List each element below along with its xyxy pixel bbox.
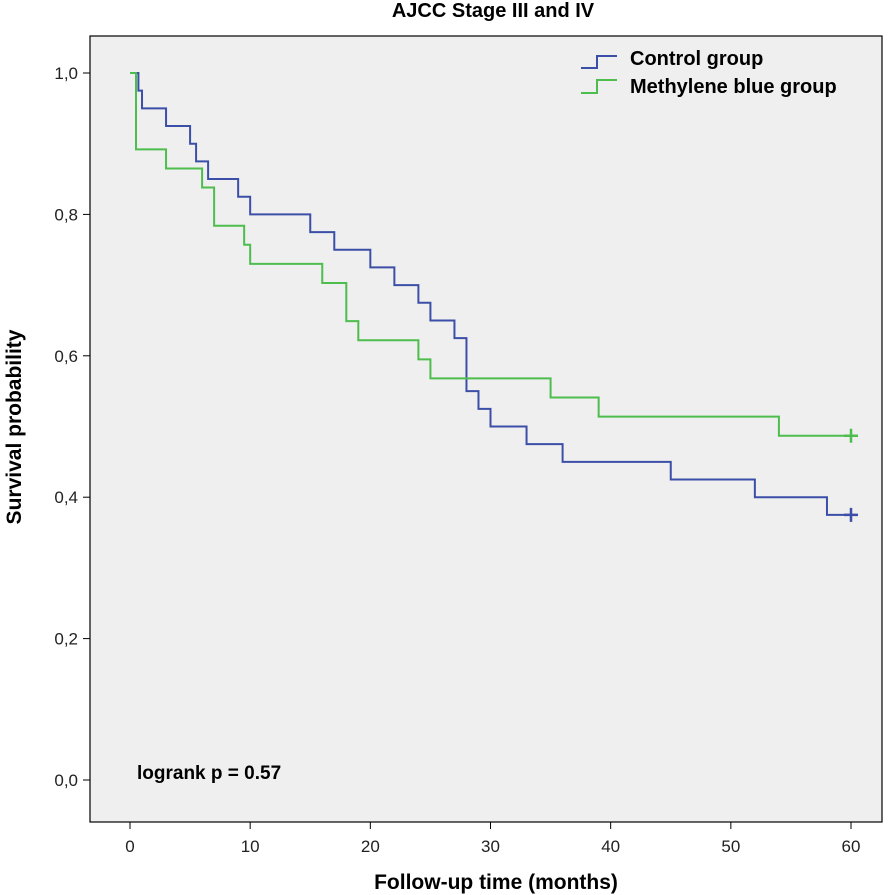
censor-mark-control <box>844 507 858 522</box>
y-tick-label: 0,2 <box>54 630 78 649</box>
plot-area <box>89 35 883 823</box>
chart-title: AJCC Stage III and IV <box>392 0 595 22</box>
y-axis: 0,0 0,2 0,4 0,6 0,8 1,0 <box>54 64 90 790</box>
y-tick-label: 0,0 <box>54 771 78 790</box>
x-tick-label: 20 <box>361 837 380 856</box>
x-tick-label: 10 <box>241 837 260 856</box>
legend: Control group Methylene blue group <box>581 48 837 98</box>
x-tick-label: 60 <box>842 837 861 856</box>
y-tick-label: 0,8 <box>54 205 78 224</box>
x-tick-label: 30 <box>481 837 500 856</box>
legend-swatch-control <box>581 55 617 69</box>
censor-mark-methylene <box>844 428 858 443</box>
series-layer <box>130 72 858 522</box>
x-tick-label: 50 <box>721 837 740 856</box>
x-tick-label: 0 <box>125 837 134 856</box>
logrank-annotation: logrank p = 0.57 <box>137 763 281 784</box>
y-tick-label: 0,4 <box>54 488 78 507</box>
x-axis: 0 10 20 30 40 50 60 <box>125 822 860 856</box>
x-axis-label: Follow-up time (months) <box>374 871 618 894</box>
series-line-methylene <box>130 72 851 437</box>
y-tick-label: 0,6 <box>54 347 78 366</box>
series-line-control <box>130 72 851 516</box>
y-tick-label: 1,0 <box>54 64 78 83</box>
y-axis-label: Survival probability <box>3 329 26 524</box>
legend-label-methylene: Methylene blue group <box>630 76 837 98</box>
legend-swatch-methylene <box>581 79 617 94</box>
legend-label-control: Control group <box>630 48 763 70</box>
x-tick-label: 40 <box>601 837 620 856</box>
